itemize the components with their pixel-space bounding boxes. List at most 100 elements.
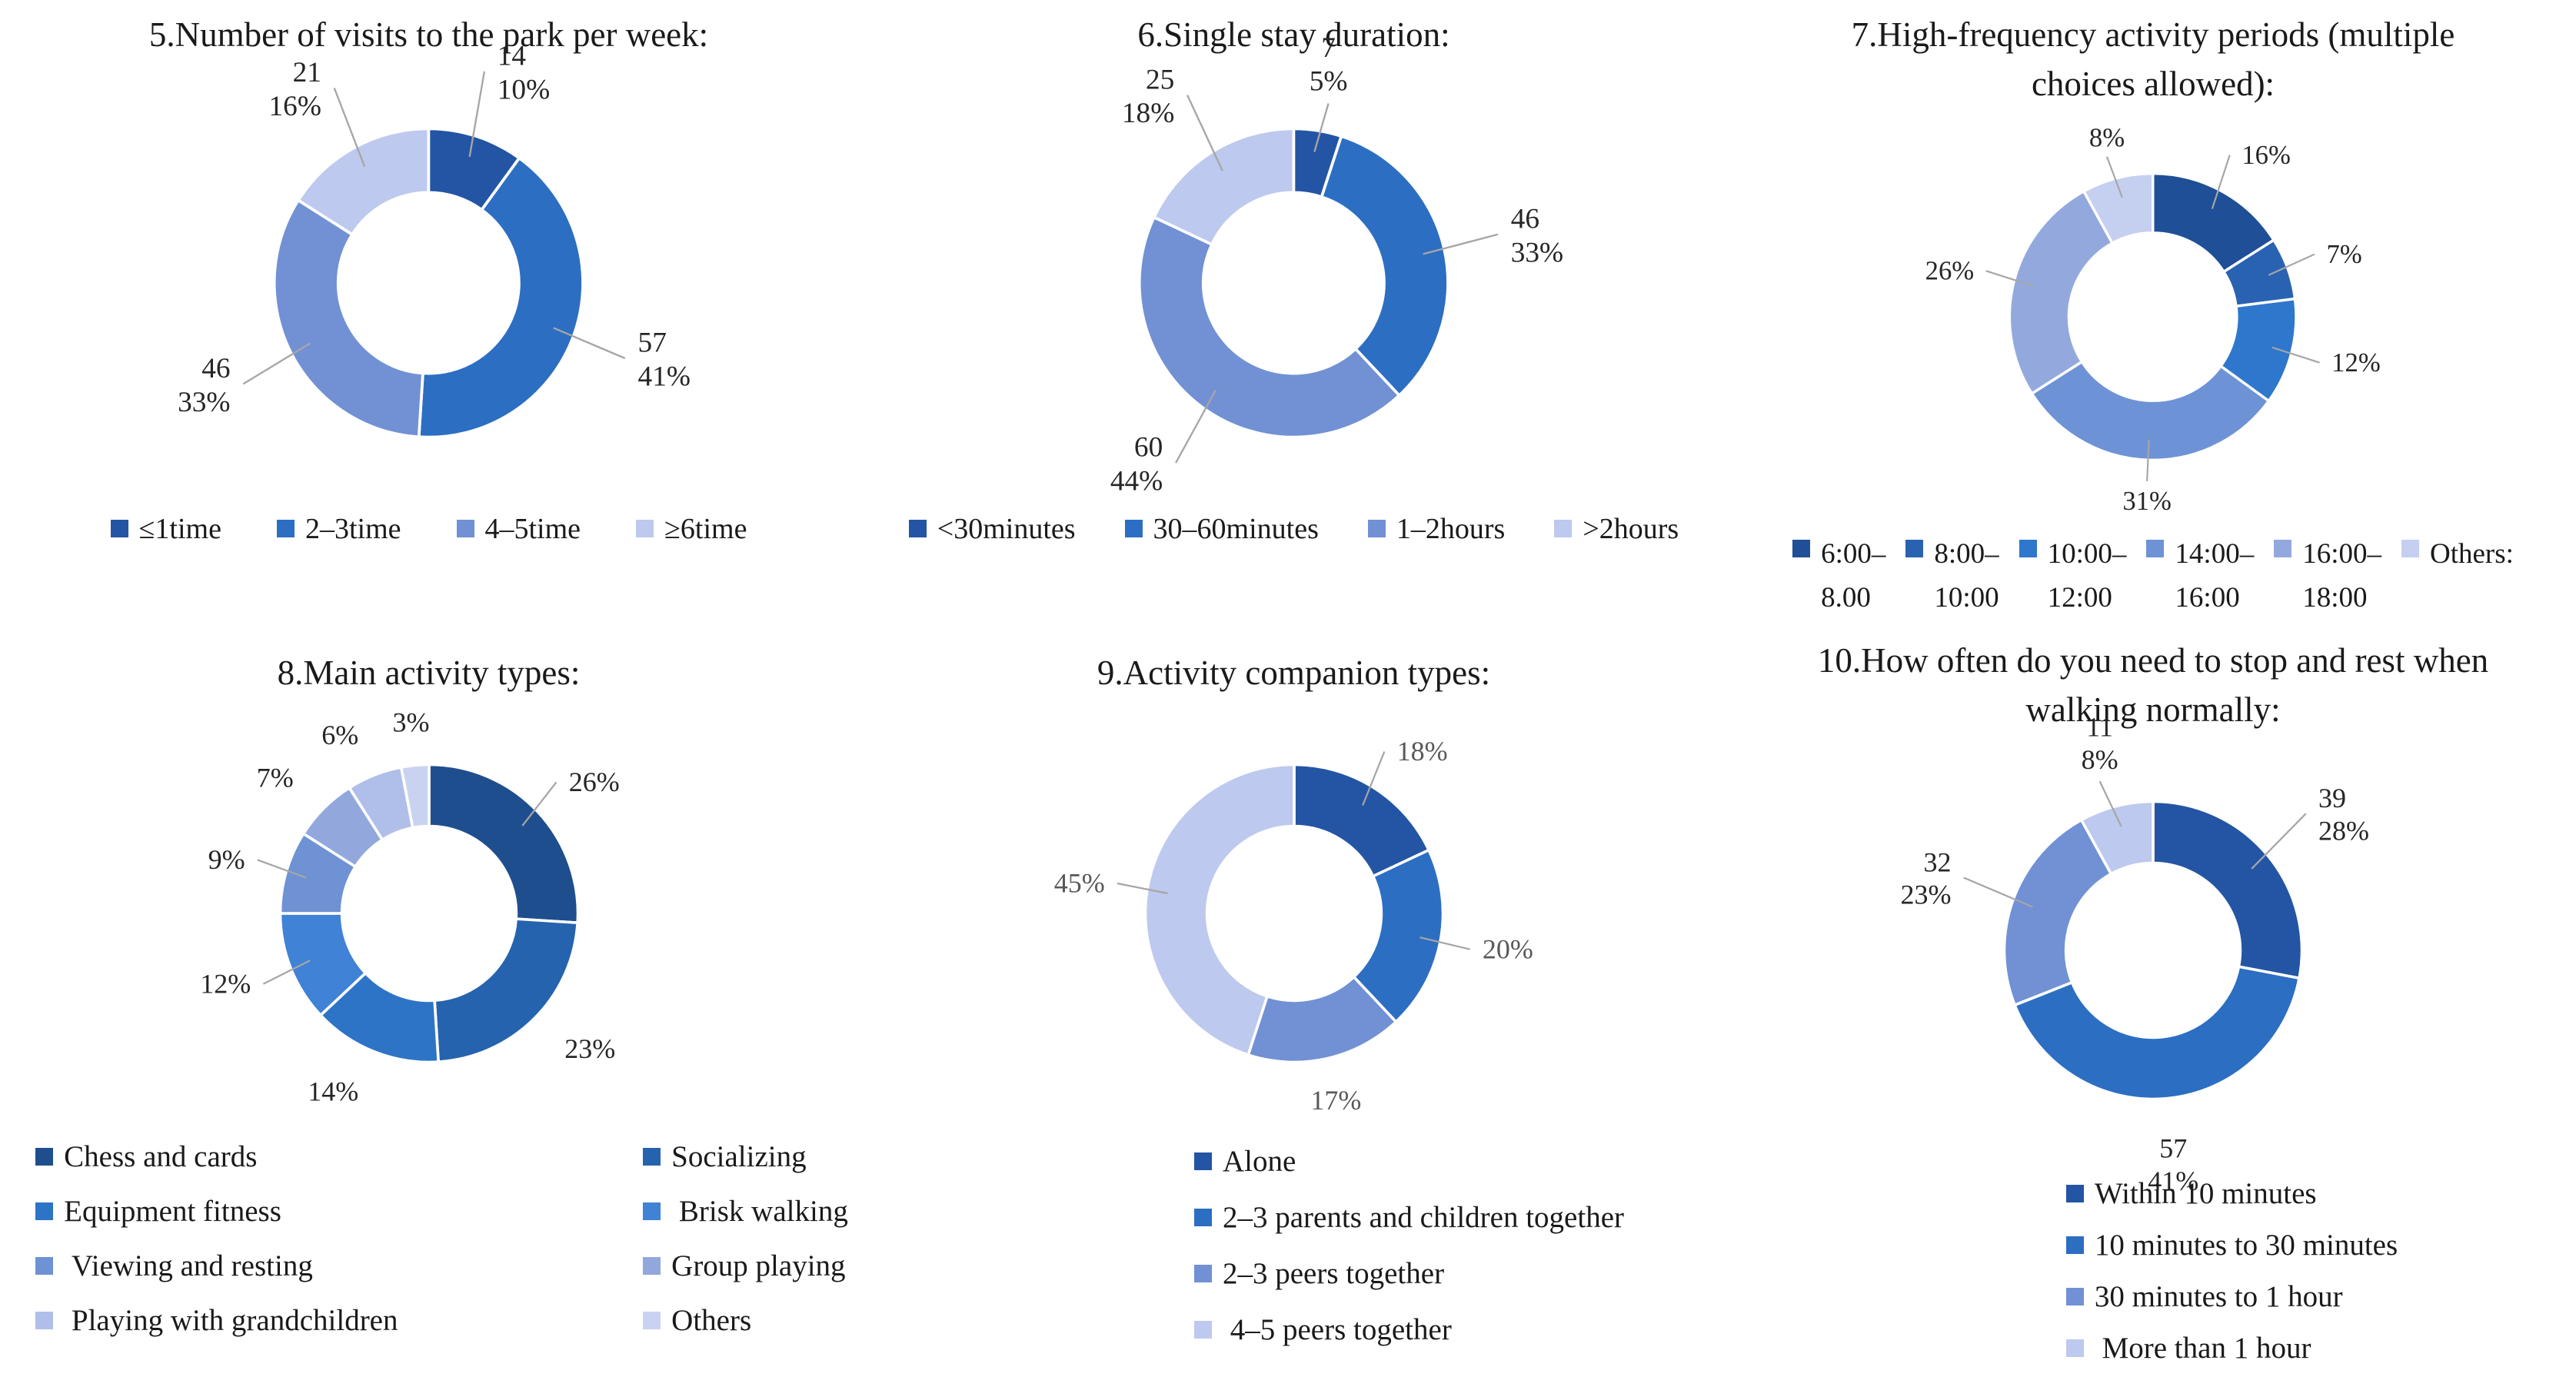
slice-label: 46 33%: [1511, 203, 1563, 268]
legend-label: Within 10 minutes: [2094, 1176, 2317, 1210]
slice-label: 3%: [392, 707, 429, 737]
donut-slice: [399, 763, 431, 830]
legend-label: ≥6time: [664, 512, 747, 545]
legend-item: 8:00– 10:00: [1905, 532, 1999, 620]
leader-line: [333, 87, 366, 168]
labels-group: 18% 20% 17% 45%: [1053, 736, 1533, 1116]
legend-item: Playing with grandchildren: [35, 1303, 643, 1338]
slice-percent-label: 8%: [2082, 744, 2118, 775]
slice-label: 46 33%: [178, 353, 230, 418]
legend-item: Viewing and resting: [35, 1249, 643, 1283]
legend-label: 10 minutes to 30 minutes: [2094, 1228, 2398, 1262]
donut-plot: 18% 20% 17% 45%: [914, 706, 1675, 1121]
legend-label: 2–3 peers together: [1223, 1256, 1445, 1290]
slice-label: 32 23%: [1900, 846, 1951, 910]
legend-q10: Within 10 minutes 10 minutes to 30 minute…: [2065, 1176, 2398, 1365]
slice-label: 31%: [2123, 487, 2172, 516]
slice-label: 26%: [568, 767, 619, 797]
legend-label: 4–5 peers together: [1223, 1312, 1452, 1346]
legend-marker: [1124, 520, 1143, 538]
legend-item: Brisk walking: [643, 1194, 848, 1229]
donut-slice: [2012, 964, 2301, 1101]
slice-label: 16%: [2242, 141, 2291, 170]
slice-percent-label: 28%: [2318, 815, 2369, 846]
legend-item: <30minutes: [908, 512, 1076, 546]
slice-label: 12%: [200, 968, 251, 999]
leader-line: [2271, 346, 2321, 364]
donut-chart: 7 5% 46 33% 60 44% 25 18%: [1110, 32, 1563, 497]
legend-label: 14:00– 16:00: [2175, 537, 2255, 614]
slice-percent-label: 18%: [1122, 98, 1174, 129]
legend-label: 1–2hours: [1396, 512, 1506, 545]
legend-label: Playing with grandchildren: [64, 1303, 398, 1337]
legend-marker: [35, 1256, 54, 1275]
legend-q9: Alone 2–3 parents and children together 2–…: [1194, 1144, 1624, 1347]
legend-marker: [456, 520, 474, 538]
legend-q6: <30minutes 30–60minutes 1–2hours >2hours: [908, 512, 1679, 546]
donut-plot: 26% 23% 14% 12% 9% 7% 6% 3%: [48, 706, 810, 1121]
slice-label: 60 44%: [1110, 432, 1163, 497]
legend-marker: [2065, 1184, 2084, 1202]
slice-percent-label: 10%: [498, 74, 550, 105]
donut-slice: [2008, 189, 2115, 396]
slice-count-label: 11: [2086, 711, 2113, 742]
leader-line: [1117, 882, 1168, 894]
slice-label: 7%: [256, 762, 293, 793]
legend-marker: [1194, 1208, 1212, 1226]
leader-line: [262, 960, 311, 985]
slice-label: 14 10%: [498, 40, 550, 105]
legend-item: 2–3 peers together: [1194, 1256, 1624, 1291]
chart-q7: 7.High-frequency activity periods (multi…: [1730, 0, 2576, 615]
donut-slice: [2082, 171, 2155, 245]
donut-slice: [1143, 763, 1296, 1057]
slice-label: 26%: [1925, 256, 1975, 285]
legend-marker: [2146, 539, 2165, 557]
slice-label: 18%: [1396, 736, 1447, 767]
legend-label: Equipment fitness: [64, 1194, 281, 1228]
slice-label: 21 16%: [269, 57, 321, 122]
donut-slice: [1320, 134, 1450, 397]
donut-chart: 39 28% 57 41% 32 23% 11 8%: [1900, 711, 2369, 1196]
donut-slice: [2079, 800, 2155, 876]
legend-label: 6:00– 8.00: [1821, 537, 1886, 614]
slices-group: [1138, 127, 1450, 439]
donut-chart: 16% 7% 12% 31% 26% 8%: [1925, 124, 2381, 516]
slice-label: 23%: [564, 1033, 615, 1064]
legend-marker: [110, 520, 128, 538]
donut-slice: [427, 763, 579, 924]
donut-slice: [2002, 817, 2113, 1007]
legend-item: 4–5time: [456, 512, 581, 546]
slice-count-label: 21: [293, 57, 321, 88]
legend-item: 6:00– 8.00: [1792, 532, 1885, 620]
labels-group: 14 10% 57 41% 46 33% 21 16%: [178, 40, 691, 417]
slice-label: 14%: [308, 1076, 358, 1106]
donut-slice: [417, 155, 585, 439]
legend-marker: [35, 1311, 54, 1329]
legend: Chess and cards Socializing Equipment fitn…: [9, 1121, 848, 1338]
slices-group: [2008, 171, 2298, 461]
legend-marker: [636, 520, 654, 538]
legend-label: ≤1time: [138, 512, 221, 545]
slice-label: 11 8%: [2082, 711, 2118, 774]
legend-label: Socializing: [671, 1139, 807, 1173]
legend-q7: 6:00– 8.00 8:00– 10:00 10:00– 12:00 14:00– …: [1792, 532, 2514, 620]
donut-slice: [1152, 127, 1296, 247]
chart-title: 6.Single stay duration:: [1137, 15, 1450, 54]
slice-count-label: 32: [1923, 846, 1951, 877]
legend-marker: [643, 1256, 661, 1275]
slice-label: 7 5%: [1310, 32, 1348, 98]
legend-label: 8:00– 10:00: [1934, 537, 1999, 614]
legend-marker: [35, 1147, 54, 1166]
legend-marker: [908, 520, 927, 538]
slice-label: 39 28%: [2318, 783, 2369, 846]
leader-line: [1419, 936, 1470, 950]
legend-label: >2hours: [1583, 512, 1679, 545]
legend-label: Chess and cards: [64, 1139, 258, 1173]
legend-marker: [2019, 539, 2037, 557]
legend-label: 16:00– 18:00: [2302, 537, 2381, 614]
legend-label: More than 1 hour: [2094, 1331, 2311, 1365]
legend-item: Within 10 minutes: [2065, 1176, 2398, 1211]
legend-marker: [2065, 1236, 2084, 1254]
slice-count-label: 7: [1321, 32, 1336, 64]
donut-plot: 39 28% 57 41% 32 23% 11 8%: [1772, 711, 2534, 1196]
